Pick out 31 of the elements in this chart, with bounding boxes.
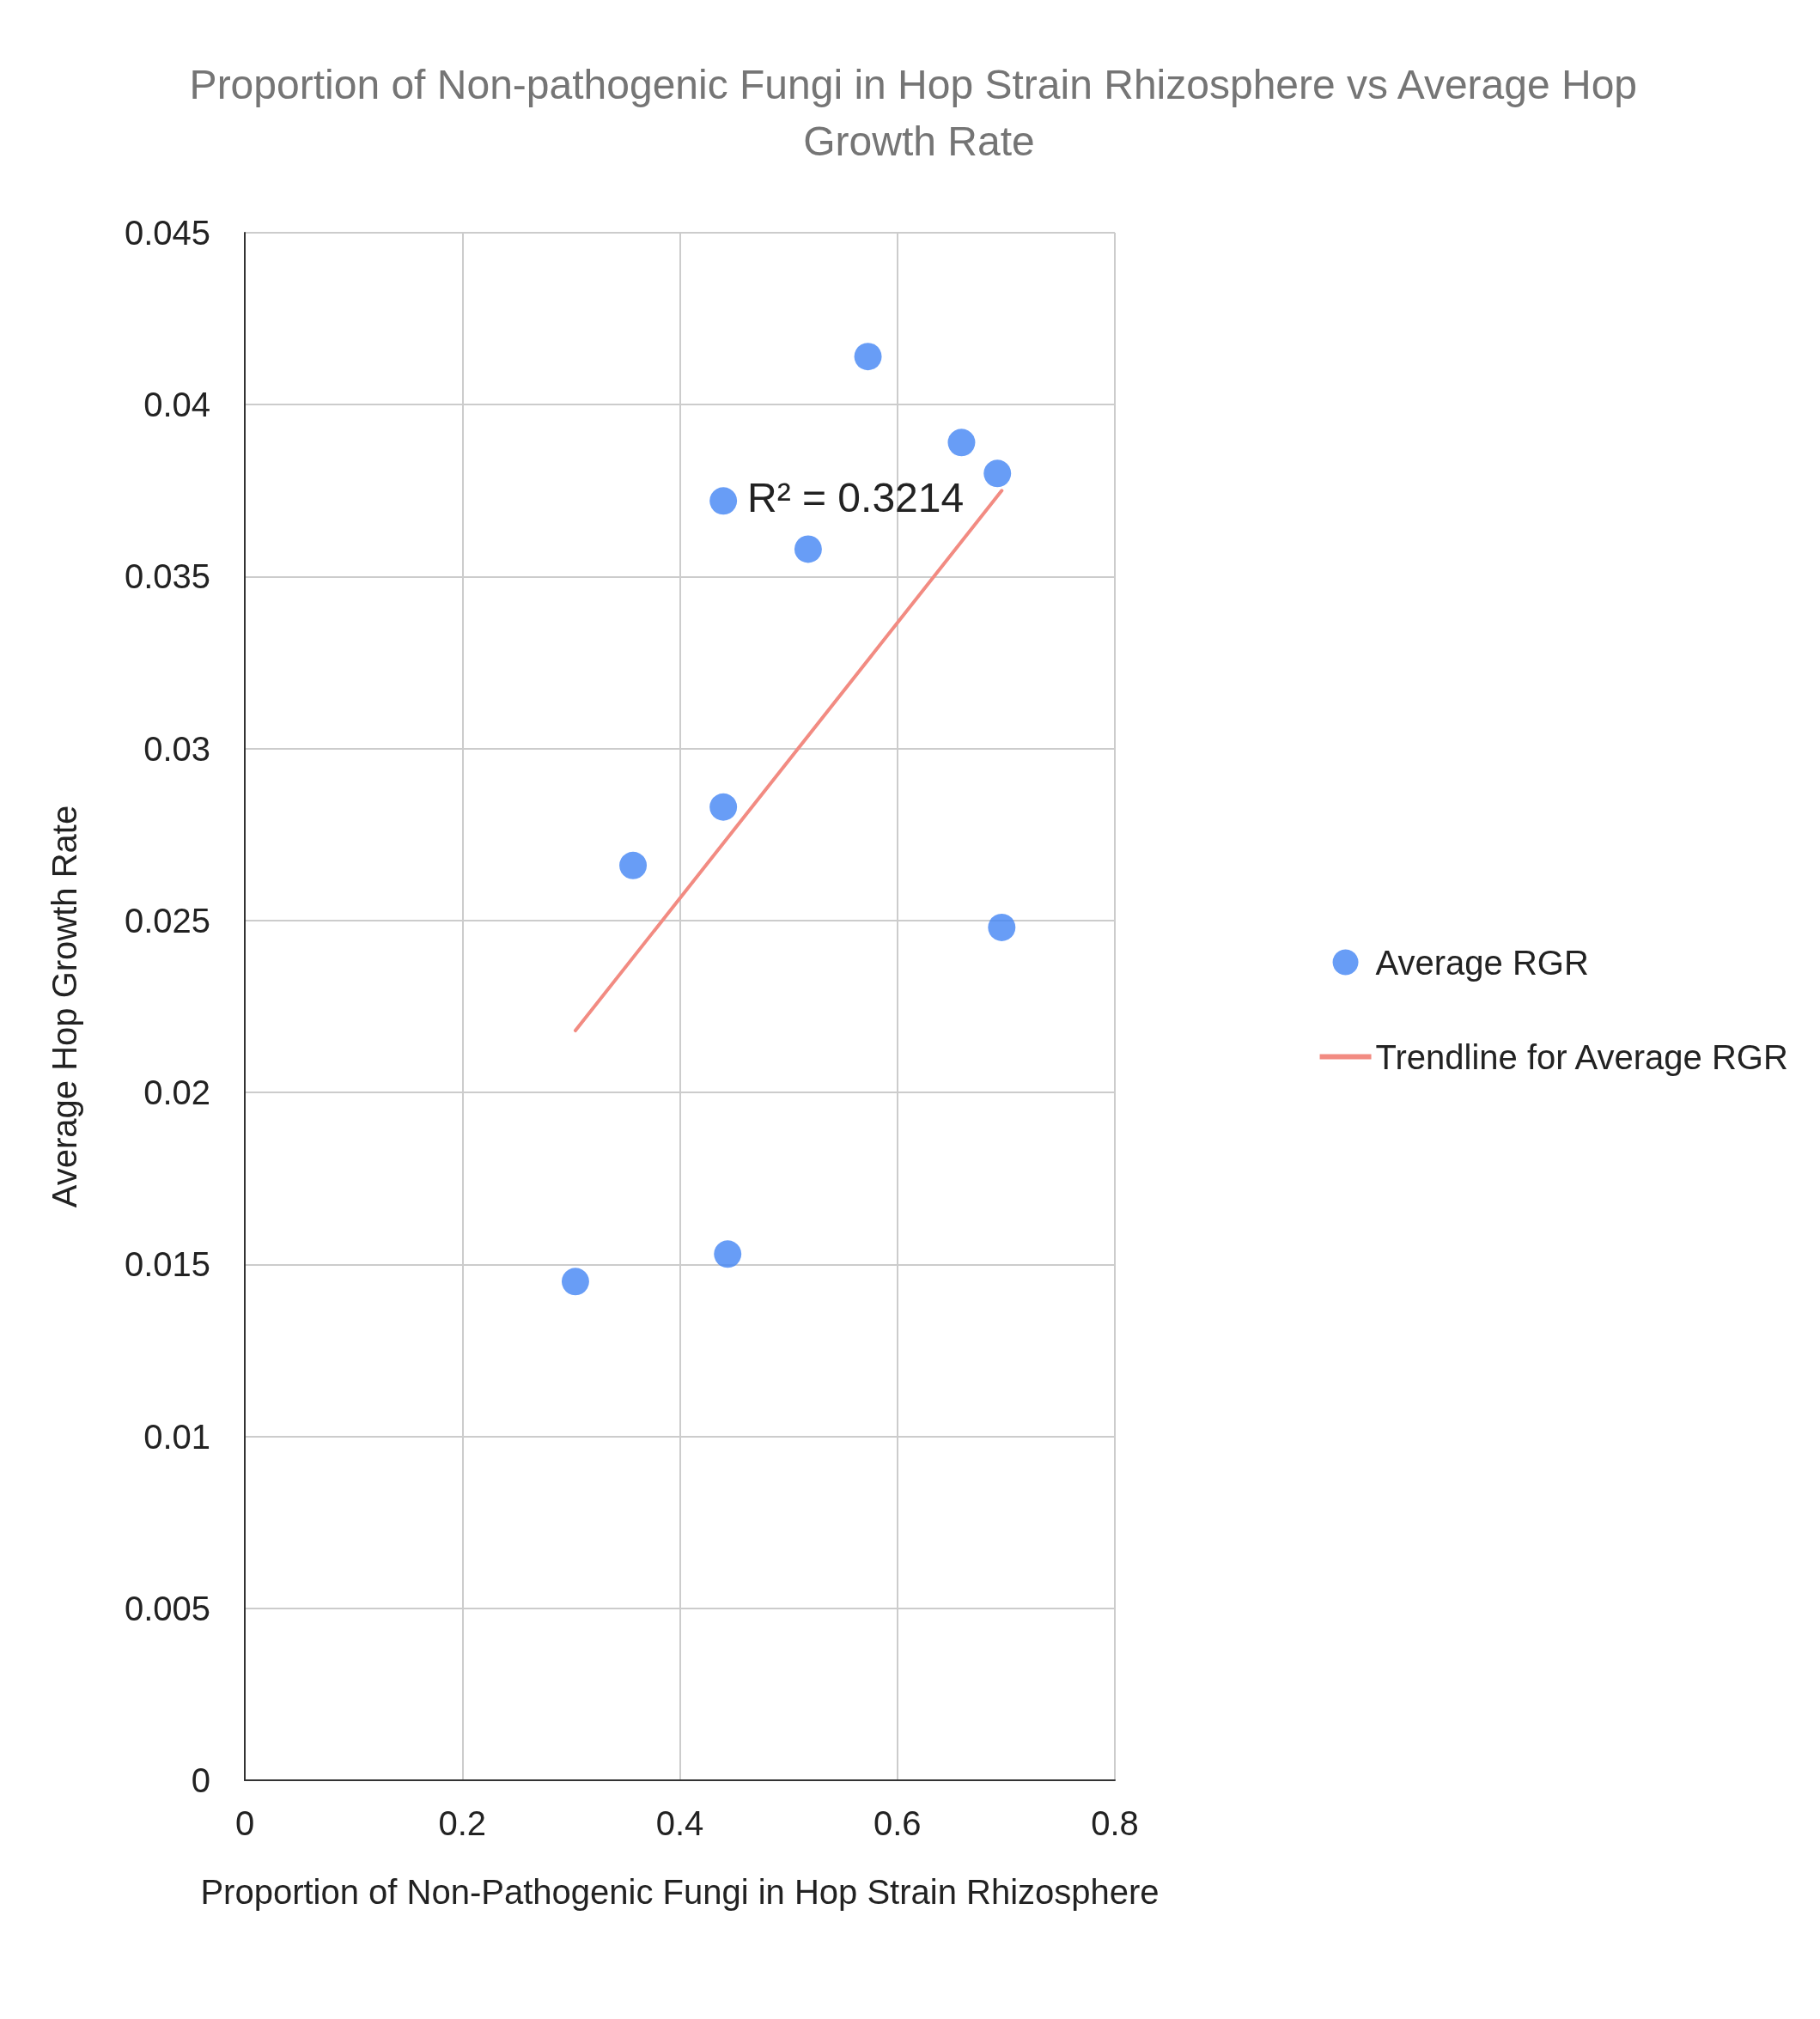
point [988,913,1016,941]
x-tick-label: 0.8 [1091,1804,1139,1842]
x-tick-label: 0.6 [873,1804,922,1842]
point [714,1240,742,1268]
annotation: R² = 0.3214 [747,474,965,520]
chart-title: Proportion of Non-pathogenic Fungi in Hop Strain Rhizosphere vs Average Hop Growth Rate [189,61,1649,164]
y-tick-label: 0.015 [124,1245,210,1284]
legend-label: Average RGR [1375,943,1589,982]
point [561,1268,589,1296]
point [709,487,738,515]
point [947,429,976,457]
point [983,459,1012,488]
point [854,343,882,371]
y-tick-label: 0.035 [124,557,210,596]
x-tick-label: 0.2 [438,1804,487,1842]
point [794,535,822,563]
y-tick-label: 0.005 [124,1589,210,1627]
legend-label: Trendline for Average RGR [1375,1037,1788,1076]
y-tick-label: 0.045 [124,214,210,252]
point [709,793,738,821]
y-tick-label: 0.03 [143,729,210,768]
x-tick-label: 0.4 [655,1804,704,1842]
x-tick-label: 0 [234,1804,255,1842]
y-tick-label: 0 [191,1761,210,1799]
y-tick-label: 0.01 [143,1417,210,1456]
y-tick-label: 0.025 [124,901,210,940]
y-tick-label: 0.04 [143,386,210,424]
point [619,851,648,879]
y-tick-label: 0.02 [143,1073,210,1112]
x-axis-title: Proportion of Non-Pathogenic Fungi in Hop Strain Rhizosphere [200,1873,1160,1911]
y-axis-title: Average Hop Growth Rate [46,805,83,1208]
